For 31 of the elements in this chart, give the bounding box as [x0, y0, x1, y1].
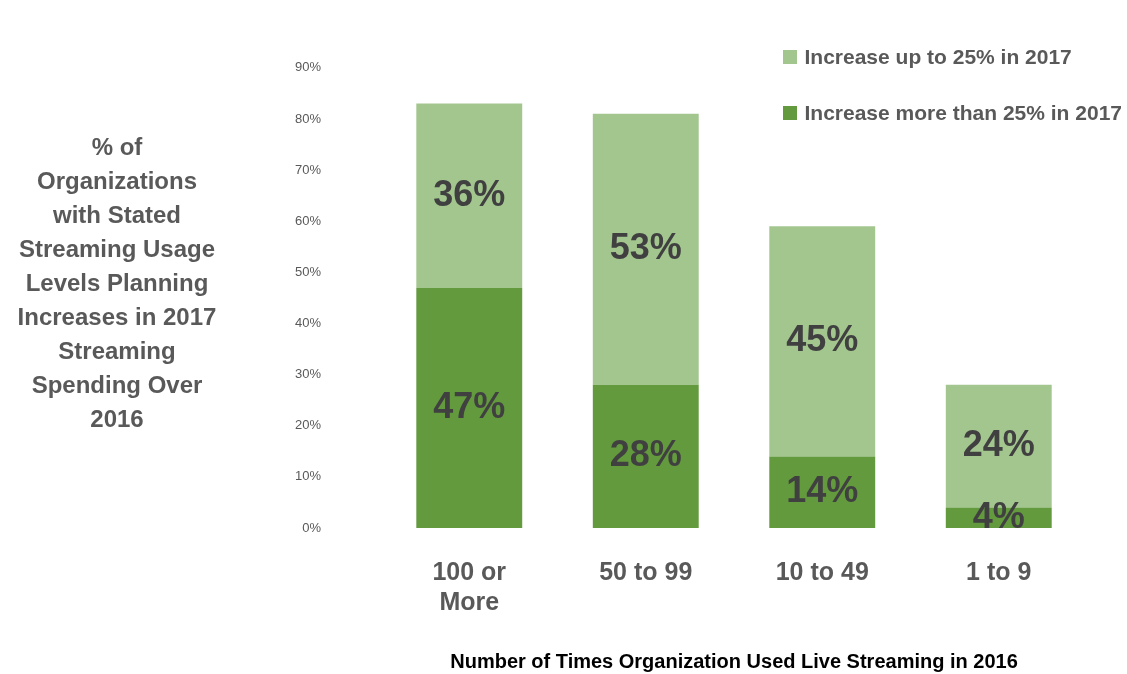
y-tick-label: 70%	[294, 161, 322, 177]
bar	[592, 113, 699, 385]
y-tick-label: 30%	[294, 366, 322, 382]
data-label: 14%	[786, 469, 859, 511]
legend-label: Increase more than 25% in 2017	[804, 101, 1122, 125]
data-label: 53%	[609, 226, 682, 268]
y-tick-label: 60%	[294, 212, 322, 228]
data-label: 45%	[786, 318, 859, 360]
data-label: 24%	[962, 423, 1035, 465]
y-tick-label: 90%	[294, 59, 322, 75]
x-tick-label: 1 to 9	[966, 556, 1032, 585]
y-tick-label: 20%	[294, 417, 322, 433]
y-tick-label: 40%	[294, 315, 322, 331]
y-tick-label: 0%	[302, 519, 322, 535]
y-tick-label: 10%	[294, 468, 322, 484]
y-tick-label: 80%	[294, 110, 322, 126]
bar	[416, 103, 523, 288]
bar	[592, 384, 699, 528]
data-label: 28%	[609, 433, 682, 475]
bar	[416, 287, 523, 528]
legend-label: Increase up to 25% in 2017	[804, 45, 1072, 69]
x-tick-label: 10 to 49	[775, 556, 869, 585]
text: % of Organizations with Stated Streaming Usage Levels Planning Increases in 2017 Streaming Spending Over 2016	[17, 133, 217, 432]
x-axis-title: Number of Times Organization Used Live Streaming in 2016	[450, 649, 1018, 672]
y-tick-label: 50%	[294, 263, 322, 279]
data-label: 36%	[433, 172, 506, 214]
x-tick-label: 100 or More	[432, 556, 507, 615]
bar	[769, 226, 876, 457]
data-label: 4%	[972, 494, 1025, 536]
x-tick-label: 50 to 99	[599, 556, 693, 585]
data-label: 47%	[433, 384, 506, 426]
